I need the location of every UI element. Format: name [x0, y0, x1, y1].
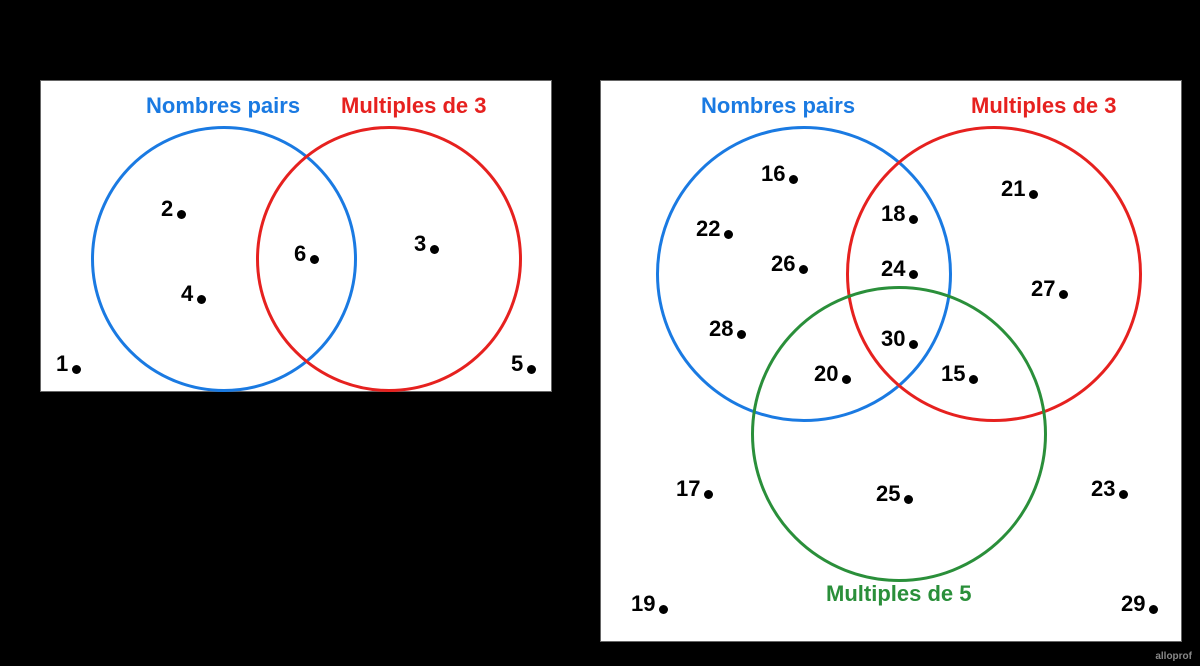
right-point-30: 30 — [881, 326, 918, 352]
point-dot — [909, 270, 918, 279]
right-point-18: 18 — [881, 201, 918, 227]
right-label-0: Nombres pairs — [701, 93, 855, 119]
right-point-20: 20 — [814, 361, 851, 387]
right-point-17: 17 — [676, 476, 713, 502]
point-dot — [197, 295, 206, 304]
left-point-5: 5 — [511, 351, 536, 377]
attribution-text: alloprof — [1155, 651, 1192, 662]
right-point-24: 24 — [881, 256, 918, 282]
right-point-22: 22 — [696, 216, 733, 242]
venn-panel-right: Nombres pairs Multiples de 3 Multiples de … — [600, 80, 1182, 642]
left-point-3: 3 — [414, 231, 439, 257]
point-value: 29 — [1121, 591, 1145, 617]
point-value: 6 — [294, 241, 306, 267]
point-dot — [789, 175, 798, 184]
point-dot — [969, 375, 978, 384]
point-dot — [1029, 190, 1038, 199]
point-dot — [177, 210, 186, 219]
point-dot — [737, 330, 746, 339]
point-value: 4 — [181, 281, 193, 307]
left-point-1: 1 — [56, 351, 81, 377]
right-point-25: 25 — [876, 481, 913, 507]
point-dot — [724, 230, 733, 239]
point-value: 2 — [161, 196, 173, 222]
right-point-16: 16 — [761, 161, 798, 187]
point-value: 16 — [761, 161, 785, 187]
point-value: 17 — [676, 476, 700, 502]
point-dot — [527, 365, 536, 374]
right-point-23: 23 — [1091, 476, 1128, 502]
point-value: 26 — [771, 251, 795, 277]
point-value: 30 — [881, 326, 905, 352]
point-dot — [1119, 490, 1128, 499]
point-value: 21 — [1001, 176, 1025, 202]
point-dot — [799, 265, 808, 274]
left-label-0: Nombres pairs — [146, 93, 300, 119]
point-value: 1 — [56, 351, 68, 377]
right-point-21: 21 — [1001, 176, 1038, 202]
right-point-19: 19 — [631, 591, 668, 617]
right-label-1: Multiples de 3 — [971, 93, 1116, 119]
point-value: 3 — [414, 231, 426, 257]
point-value: 23 — [1091, 476, 1115, 502]
point-dot — [1059, 290, 1068, 299]
point-value: 22 — [696, 216, 720, 242]
left-point-2: 2 — [161, 196, 186, 222]
point-value: 25 — [876, 481, 900, 507]
point-value: 28 — [709, 316, 733, 342]
point-dot — [909, 340, 918, 349]
point-dot — [310, 255, 319, 264]
right-point-28: 28 — [709, 316, 746, 342]
point-value: 27 — [1031, 276, 1055, 302]
point-value: 5 — [511, 351, 523, 377]
left-point-4: 4 — [181, 281, 206, 307]
right-label-2: Multiples de 5 — [826, 581, 971, 607]
right-point-29: 29 — [1121, 591, 1158, 617]
left-point-6: 6 — [294, 241, 319, 267]
right-point-27: 27 — [1031, 276, 1068, 302]
left-label-1: Multiples de 3 — [341, 93, 486, 119]
venn-panel-left: Nombres pairs Multiples de 3 2 4 6 3 1 5 — [40, 80, 552, 392]
point-dot — [909, 215, 918, 224]
point-value: 18 — [881, 201, 905, 227]
point-dot — [842, 375, 851, 384]
point-dot — [704, 490, 713, 499]
point-value: 19 — [631, 591, 655, 617]
point-dot — [430, 245, 439, 254]
point-dot — [1149, 605, 1158, 614]
point-value: 24 — [881, 256, 905, 282]
point-dot — [72, 365, 81, 374]
right-point-15: 15 — [941, 361, 978, 387]
right-point-26: 26 — [771, 251, 808, 277]
point-dot — [904, 495, 913, 504]
point-value: 15 — [941, 361, 965, 387]
point-dot — [659, 605, 668, 614]
point-value: 20 — [814, 361, 838, 387]
